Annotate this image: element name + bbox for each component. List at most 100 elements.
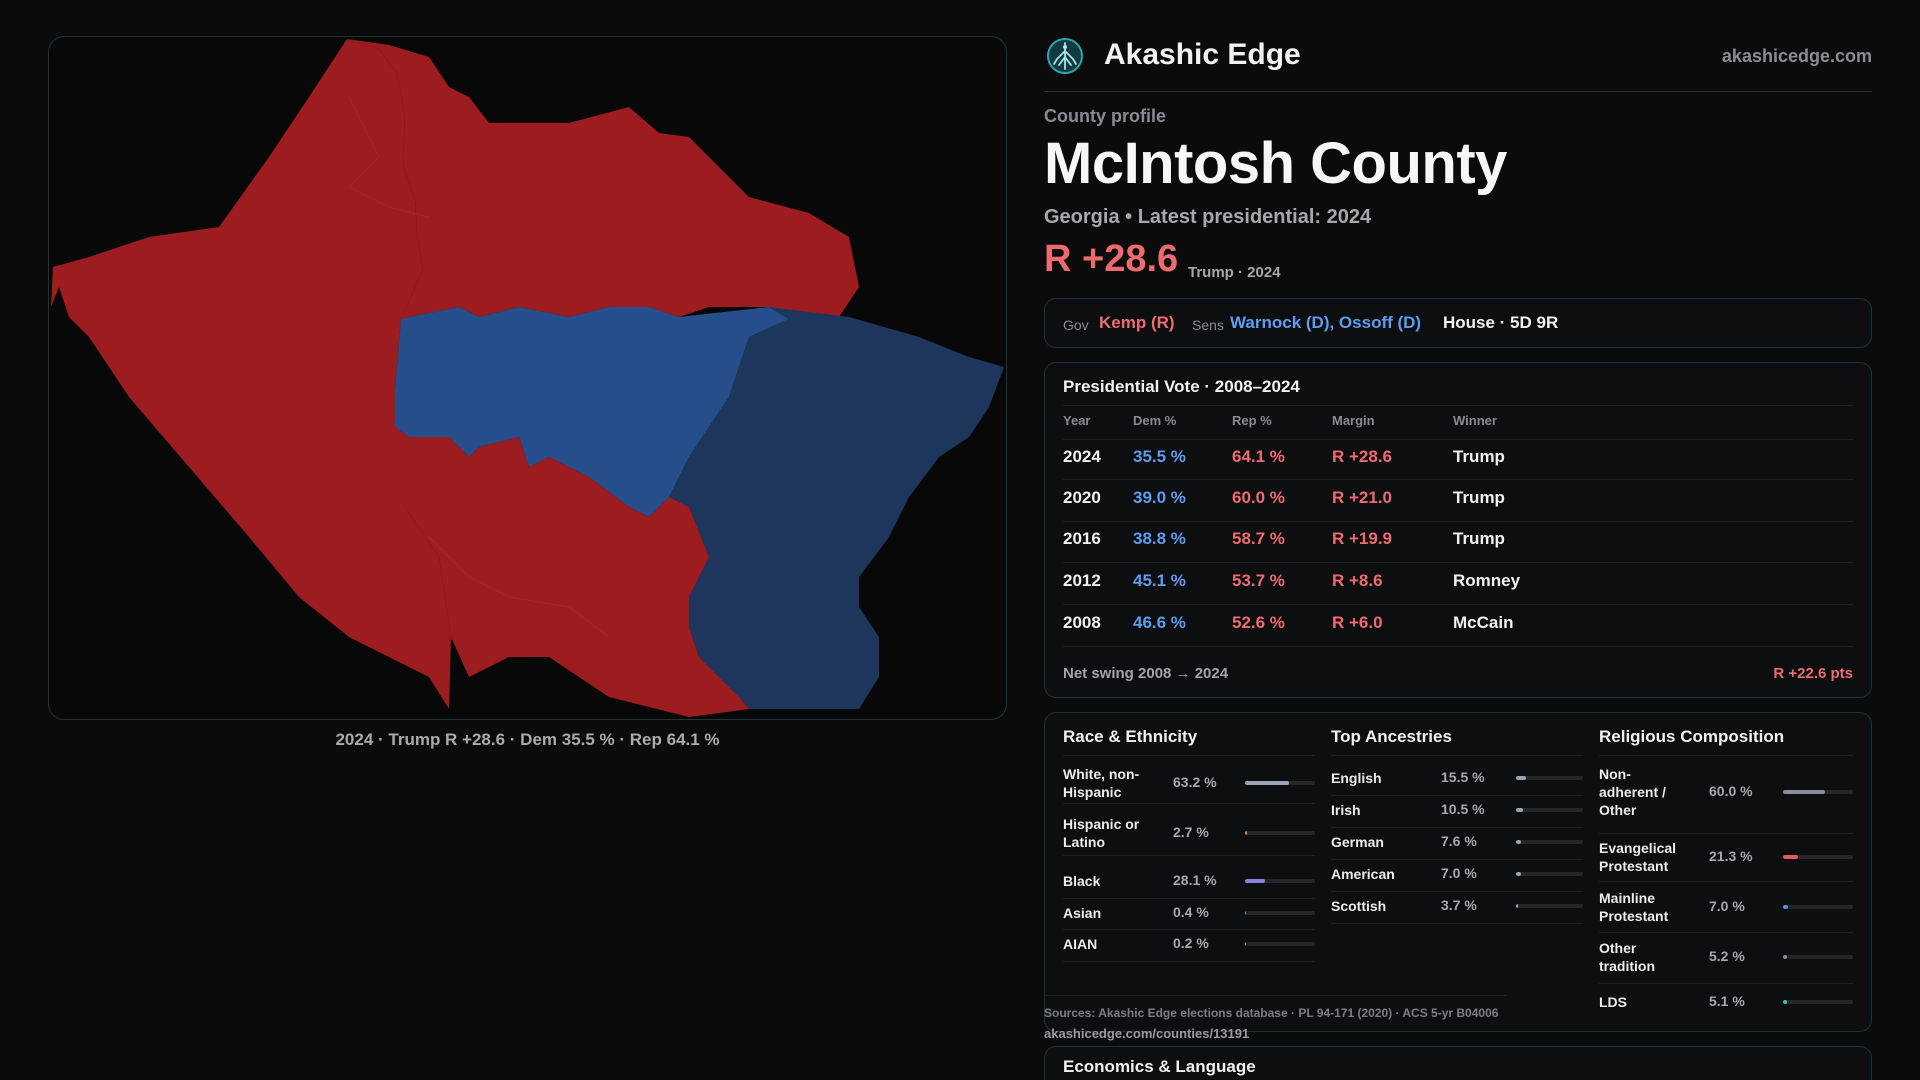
race-value: 2.7 %	[1173, 824, 1209, 840]
cell-rep: 52.6 %	[1232, 613, 1285, 632]
race-bar-fill	[1245, 879, 1265, 883]
col-header-dem: Dem %	[1133, 413, 1177, 428]
divider	[1063, 898, 1315, 899]
cell-dem: 39.0 %	[1133, 488, 1186, 507]
ancestry-bar	[1516, 776, 1583, 780]
religion-label: Non-adherent / Other	[1599, 766, 1666, 818]
officials-card: Gov Kemp (R) Sens Warnock (D), Ossoff (D…	[1044, 298, 1872, 348]
race-label: White, non-Hispanic	[1063, 766, 1140, 800]
ancestry-bar-fill	[1516, 840, 1522, 844]
ancestry-bar	[1516, 808, 1583, 812]
cell-rep: 64.1 %	[1232, 447, 1285, 466]
cell-winner: Romney	[1453, 571, 1521, 590]
religion-value: 7.0 %	[1709, 898, 1745, 914]
ancestry-label: English	[1331, 770, 1382, 786]
economics-card: Economics & Language	[1044, 1046, 1872, 1080]
brand-name[interactable]: Akashic Edge	[1104, 38, 1301, 71]
religion-bar	[1783, 1000, 1853, 1004]
presidential-vote-card: Presidential Vote · 2008–2024 Year Dem %…	[1044, 362, 1872, 698]
divider	[1331, 755, 1583, 756]
divider	[1599, 833, 1853, 834]
race-value: 0.2 %	[1173, 935, 1209, 951]
cell-winner: McCain	[1453, 613, 1514, 632]
cell-dem: 35.5 %	[1133, 447, 1186, 466]
precinct-east[interactable]	[669, 307, 1004, 709]
ancestry-label: Irish	[1331, 802, 1361, 818]
ancestry-title: Top Ancestries	[1331, 727, 1452, 746]
ancestry-bar	[1516, 904, 1583, 908]
divider	[1063, 961, 1315, 962]
precinct-center[interactable]	[395, 307, 789, 517]
ancestry-bar-fill	[1516, 776, 1527, 780]
race-bar	[1245, 781, 1315, 785]
divider	[1063, 521, 1853, 522]
religion-label: Evangelical Protestant	[1599, 840, 1677, 874]
divider	[1063, 479, 1853, 480]
county-map-panel[interactable]	[48, 36, 1007, 720]
race-bar	[1245, 942, 1315, 946]
religion-bar-fill	[1783, 905, 1788, 909]
ancestry-value: 7.0 %	[1441, 865, 1477, 881]
latest-margin-note: Trump · 2024	[1188, 264, 1281, 281]
ancestry-bar-fill	[1516, 872, 1521, 876]
race-label: Black	[1063, 873, 1101, 889]
religion-label: Mainline Protestant	[1599, 890, 1669, 924]
net-swing-value: R +22.6 pts	[1773, 665, 1853, 682]
divider	[1063, 604, 1853, 605]
cell-margin: R +8.6	[1332, 571, 1383, 590]
religion-bar-fill	[1783, 855, 1798, 859]
ancestry-label: American	[1331, 866, 1395, 882]
race-value: 28.1 %	[1173, 872, 1217, 888]
cell-dem: 46.6 %	[1133, 613, 1186, 632]
religion-bar	[1783, 855, 1853, 859]
ancestry-value: 7.6 %	[1441, 833, 1477, 849]
precinct-south[interactable]	[395, 427, 749, 717]
religion-value: 60.0 %	[1709, 783, 1753, 799]
divider	[1063, 803, 1315, 804]
race-value: 63.2 %	[1173, 774, 1217, 790]
divider	[1599, 755, 1853, 756]
demographics-card: Race & Ethnicity White, non-Hispanic 63.…	[1044, 712, 1872, 1032]
cell-rep: 60.0 %	[1232, 488, 1285, 507]
race-bar-fill	[1245, 781, 1290, 785]
divider	[1331, 827, 1583, 828]
sens-value: Warnock (D), Ossoff (D)	[1230, 313, 1422, 332]
source-url-link[interactable]: akashicedge.com/counties/13191	[1044, 1026, 1250, 1041]
tree-icon[interactable]	[1046, 37, 1084, 75]
divider	[1045, 995, 1507, 996]
profile-eyebrow: County profile	[1044, 106, 1166, 126]
race-label: AIAN	[1063, 936, 1098, 952]
ancestry-value: 10.5 %	[1441, 801, 1485, 817]
race-bar	[1245, 879, 1315, 883]
religion-value: 5.2 %	[1709, 948, 1745, 964]
ancestry-value: 15.5 %	[1441, 769, 1485, 785]
cell-year: 2016	[1063, 529, 1101, 548]
cell-margin: R +21.0	[1332, 488, 1393, 507]
religion-bar-fill	[1783, 955, 1787, 959]
race-bar-fill	[1245, 942, 1247, 946]
county-precinct-map[interactable]	[49, 37, 1007, 720]
race-title: Race & Ethnicity	[1063, 727, 1198, 746]
col-header-year: Year	[1063, 413, 1091, 428]
divider	[1063, 929, 1315, 930]
religion-title: Religious Composition	[1599, 727, 1785, 746]
presidential-title: Presidential Vote · 2008–2024	[1063, 377, 1300, 396]
divider	[1599, 881, 1853, 882]
race-label: Asian	[1063, 905, 1102, 921]
economics-title: Economics & Language	[1063, 1057, 1256, 1076]
ancestry-label: Scottish	[1331, 898, 1387, 914]
sources-text: Sources: Akashic Edge elections database…	[1044, 1006, 1499, 1020]
race-label: Hispanic or Latino	[1063, 816, 1140, 850]
divider	[1063, 646, 1853, 647]
divider	[1331, 795, 1583, 796]
religion-bar-fill	[1783, 1000, 1787, 1004]
precinct-north[interactable]	[347, 39, 870, 329]
cell-rep: 58.7 %	[1232, 529, 1285, 548]
precinct-west[interactable]	[51, 39, 451, 709]
ancestry-bar-fill	[1516, 904, 1519, 908]
religion-label: LDS	[1599, 994, 1627, 1010]
sens-label: Sens	[1192, 317, 1224, 333]
cell-margin: R +28.6	[1332, 447, 1393, 466]
domain-link[interactable]: akashicedge.com	[1721, 46, 1872, 66]
cell-dem: 38.8 %	[1133, 529, 1186, 548]
